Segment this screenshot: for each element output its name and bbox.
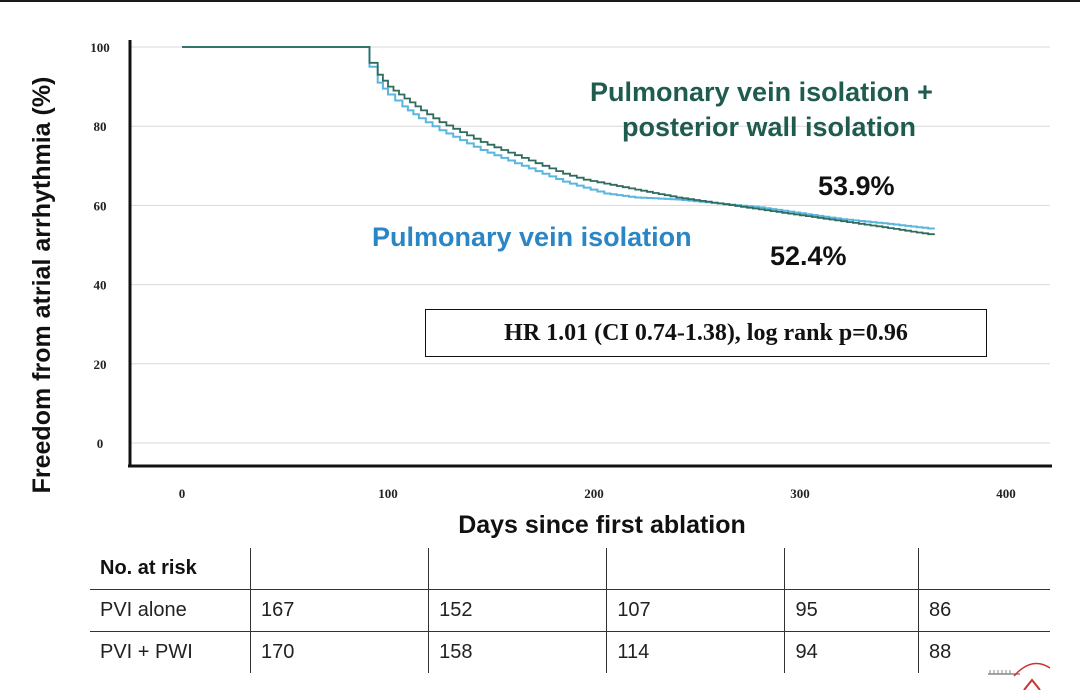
x-axis-label: Days since first ablation bbox=[458, 511, 746, 539]
risk-value: 167 bbox=[249, 589, 429, 632]
y-tick-label: 20 bbox=[94, 357, 107, 372]
risk-value: 107 bbox=[606, 589, 785, 632]
logo-mark bbox=[988, 662, 1051, 690]
pwi-percent-label: 53.9% bbox=[818, 171, 895, 201]
pvi-percent-label: 52.4% bbox=[770, 241, 847, 271]
risk-header-cell bbox=[428, 548, 607, 590]
risk-value: 170 bbox=[249, 631, 429, 673]
y-tick-label: 0 bbox=[97, 436, 104, 451]
x-tick-label: 0 bbox=[179, 486, 186, 501]
x-tick-label: 400 bbox=[996, 486, 1016, 501]
y-tick-labels: 0 20 40 60 80 100 bbox=[90, 40, 110, 451]
pwi-series-label-line1: Pulmonary vein isolation + bbox=[590, 77, 933, 107]
km-chart: 0 20 40 60 80 100 0 100 200 300 400 Freedom from … bbox=[28, 40, 1052, 539]
x-tick-label: 100 bbox=[378, 486, 398, 501]
risk-value: 86 bbox=[917, 589, 1050, 632]
risk-header-cell bbox=[784, 548, 919, 590]
table-row: PVI alone 167 152 107 95 86 bbox=[90, 589, 1050, 632]
risk-table: No. at risk PVI alone 167 152 107 95 86 … bbox=[90, 548, 1050, 673]
x-tick-labels: 0 100 200 300 400 bbox=[179, 486, 1016, 501]
risk-value: 95 bbox=[784, 589, 919, 632]
risk-row-label: PVI + PWI bbox=[100, 641, 193, 663]
pwi-series-label-line2: posterior wall isolation bbox=[622, 112, 916, 142]
y-tick-label: 80 bbox=[94, 119, 107, 134]
pvi-pwi-curve bbox=[182, 46, 935, 236]
y-tick-label: 60 bbox=[94, 198, 107, 213]
y-tick-label: 40 bbox=[94, 278, 107, 293]
y-tick-label: 100 bbox=[90, 40, 110, 55]
pvi-curve bbox=[182, 46, 935, 230]
risk-header-cell bbox=[606, 548, 785, 590]
risk-row-label: PVI alone bbox=[90, 589, 251, 632]
hazard-ratio-box: HR 1.01 (CI 0.74-1.38), log rank p=0.96 bbox=[425, 309, 987, 357]
pvi-series-label: Pulmonary vein isolation bbox=[372, 222, 692, 252]
table-row: PVI + PWI 170 158 114 94 88 bbox=[90, 631, 1050, 673]
risk-table-header: No. at risk bbox=[90, 548, 251, 590]
risk-table-header-row: No. at risk bbox=[90, 548, 1050, 590]
x-tick-label: 200 bbox=[584, 486, 604, 501]
risk-header-cell bbox=[917, 548, 1050, 590]
risk-header-cell bbox=[249, 548, 429, 590]
risk-value: 152 bbox=[428, 589, 607, 632]
y-axis-label: Freedom from atrial arrhythmia (%) bbox=[28, 77, 56, 494]
risk-value: 94 bbox=[784, 631, 919, 673]
survival-curves bbox=[182, 46, 935, 236]
risk-value: 158 bbox=[428, 631, 607, 673]
x-tick-label: 300 bbox=[790, 486, 810, 501]
top-rule bbox=[0, 0, 1080, 2]
risk-value: 114 bbox=[606, 631, 785, 673]
